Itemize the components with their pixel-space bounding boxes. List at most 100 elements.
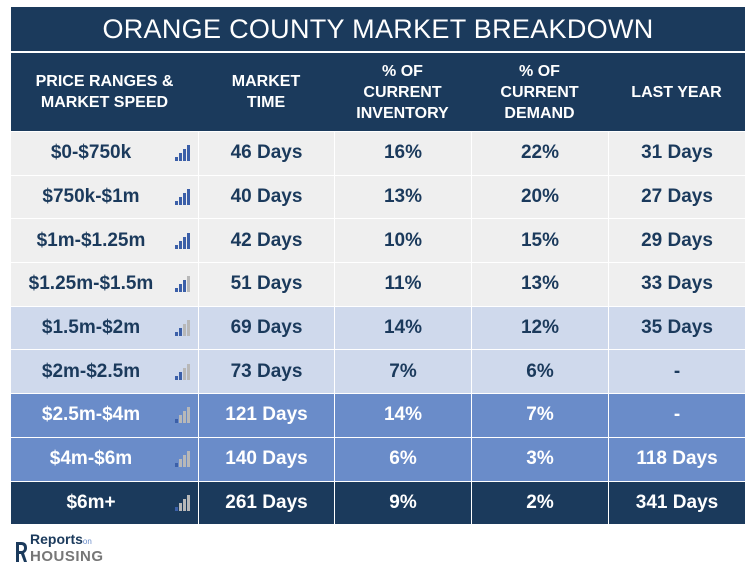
table-row: $0-$750k 46 Days 16% 22% 31 Days bbox=[11, 131, 745, 175]
table-row: $1.25m-$1.5m 51 Days 11% 13% 33 Days bbox=[11, 262, 745, 306]
speed-bar bbox=[187, 494, 190, 511]
speed-bar bbox=[175, 332, 178, 337]
cell-inventory: 7% bbox=[334, 350, 471, 394]
speed-bar bbox=[175, 463, 178, 468]
cell-range: $0-$750k bbox=[11, 132, 198, 175]
price-range-label: $1m-$1.25m bbox=[36, 229, 146, 251]
market-speed-icon bbox=[175, 232, 190, 249]
table-row: $4m-$6m 140 Days 6% 3% 118 Days bbox=[11, 436, 745, 481]
market-speed-icon bbox=[175, 407, 190, 424]
market-speed-icon bbox=[175, 451, 190, 468]
cell-range: $2m-$2.5m bbox=[11, 350, 198, 393]
cell-demand: 22% bbox=[471, 132, 608, 175]
speed-bar bbox=[187, 276, 190, 293]
speed-bar bbox=[179, 502, 182, 511]
speed-bar bbox=[175, 288, 178, 293]
cell-last-year: 27 Days bbox=[608, 175, 745, 219]
cell-last-year: - bbox=[608, 350, 745, 394]
speed-bar bbox=[179, 197, 182, 206]
cell-range: $1m-$1.25m bbox=[11, 219, 198, 262]
speed-bar bbox=[175, 506, 178, 511]
speed-bar bbox=[183, 455, 186, 468]
speed-bar bbox=[187, 145, 190, 162]
price-range-label: $4m-$6m bbox=[49, 448, 133, 470]
cell-demand: 7% bbox=[471, 394, 608, 437]
speed-bar bbox=[187, 451, 190, 468]
cell-inventory: 10% bbox=[334, 219, 471, 263]
speed-bar bbox=[175, 419, 178, 424]
speed-bar bbox=[179, 415, 182, 424]
speed-bar bbox=[183, 193, 186, 206]
market-speed-icon bbox=[175, 189, 190, 206]
logo-text-top: Reportson bbox=[30, 531, 92, 547]
speed-bar bbox=[179, 284, 182, 293]
speed-bar bbox=[179, 240, 182, 249]
speed-bar bbox=[179, 153, 182, 162]
speed-bar bbox=[183, 498, 186, 511]
speed-bar bbox=[179, 328, 182, 337]
cell-inventory: 14% bbox=[334, 394, 471, 437]
cell-last-year: 33 Days bbox=[608, 263, 745, 306]
cell-market-time: 40 Days bbox=[198, 175, 334, 219]
cell-last-year: 341 Days bbox=[608, 481, 745, 525]
speed-bar bbox=[187, 320, 190, 337]
speed-bar bbox=[175, 375, 178, 380]
header-inventory: % OF CURRENT INVENTORY bbox=[356, 62, 449, 122]
market-breakdown-table: ORANGE COUNTY MARKET BREAKDOWN PRICE RAN… bbox=[11, 7, 745, 525]
cell-range: $750k-$1m bbox=[11, 176, 198, 219]
table-body: $0-$750k 46 Days 16% 22% 31 Days $750k-$1m 40 … bbox=[11, 131, 745, 525]
market-speed-icon bbox=[175, 363, 190, 380]
market-speed-icon bbox=[175, 276, 190, 293]
cell-demand: 12% bbox=[471, 306, 608, 350]
cell-demand: 13% bbox=[471, 263, 608, 306]
cell-range: $4m-$6m bbox=[11, 438, 198, 481]
price-range-label: $2m-$2.5m bbox=[41, 360, 141, 382]
market-speed-icon bbox=[175, 494, 190, 511]
header-market-time: MARKET TIME bbox=[231, 73, 301, 111]
market-speed-icon bbox=[175, 320, 190, 337]
price-range-label: $1.5m-$2m bbox=[41, 317, 141, 339]
speed-bar bbox=[183, 324, 186, 337]
price-range-label: $2.5m-$4m bbox=[41, 404, 141, 426]
cell-inventory: 13% bbox=[334, 175, 471, 219]
header-row: PRICE RANGES & MARKET SPEED MARKET TIME … bbox=[11, 53, 745, 131]
table-row: $1m-$1.25m 42 Days 10% 15% 29 Days bbox=[11, 218, 745, 263]
cell-inventory: 14% bbox=[334, 306, 471, 350]
cell-last-year: 29 Days bbox=[608, 219, 745, 263]
price-range-label: $6m+ bbox=[66, 491, 116, 513]
cell-demand: 3% bbox=[471, 437, 608, 481]
cell-last-year: - bbox=[608, 394, 745, 437]
cell-market-time: 121 Days bbox=[198, 394, 334, 437]
cell-market-time: 42 Days bbox=[198, 219, 334, 263]
table-row: $6m+ 261 Days 9% 2% 341 Days bbox=[11, 480, 745, 525]
cell-demand: 2% bbox=[471, 481, 608, 525]
speed-bar bbox=[187, 189, 190, 206]
cell-range: $1.25m-$1.5m bbox=[11, 263, 198, 306]
cell-demand: 20% bbox=[471, 175, 608, 219]
cell-market-time: 140 Days bbox=[198, 437, 334, 481]
cell-range: $6m+ bbox=[11, 482, 198, 525]
speed-bar bbox=[187, 407, 190, 424]
speed-bar bbox=[183, 236, 186, 249]
speed-bar bbox=[183, 149, 186, 162]
cell-market-time: 46 Days bbox=[198, 132, 334, 175]
speed-bar bbox=[175, 244, 178, 249]
cell-market-time: 51 Days bbox=[198, 263, 334, 306]
speed-bar bbox=[175, 157, 178, 162]
cell-market-time: 73 Days bbox=[198, 350, 334, 394]
speed-bar bbox=[179, 371, 182, 380]
table-row: $1.5m-$2m 69 Days 14% 12% 35 Days bbox=[11, 305, 745, 350]
reports-on-housing-logo: Reportson HOUSING bbox=[14, 532, 104, 564]
logo-icon bbox=[14, 540, 28, 564]
speed-bar bbox=[187, 232, 190, 249]
cell-demand: 15% bbox=[471, 219, 608, 263]
cell-inventory: 6% bbox=[334, 437, 471, 481]
speed-bar bbox=[179, 459, 182, 468]
speed-bar bbox=[175, 201, 178, 206]
table-row: $2m-$2.5m 73 Days 7% 6% - bbox=[11, 349, 745, 394]
logo-text-bottom: HOUSING bbox=[30, 548, 104, 564]
speed-bar bbox=[183, 280, 186, 293]
table-title: ORANGE COUNTY MARKET BREAKDOWN bbox=[11, 7, 745, 53]
cell-market-time: 261 Days bbox=[198, 481, 334, 525]
cell-inventory: 9% bbox=[334, 481, 471, 525]
